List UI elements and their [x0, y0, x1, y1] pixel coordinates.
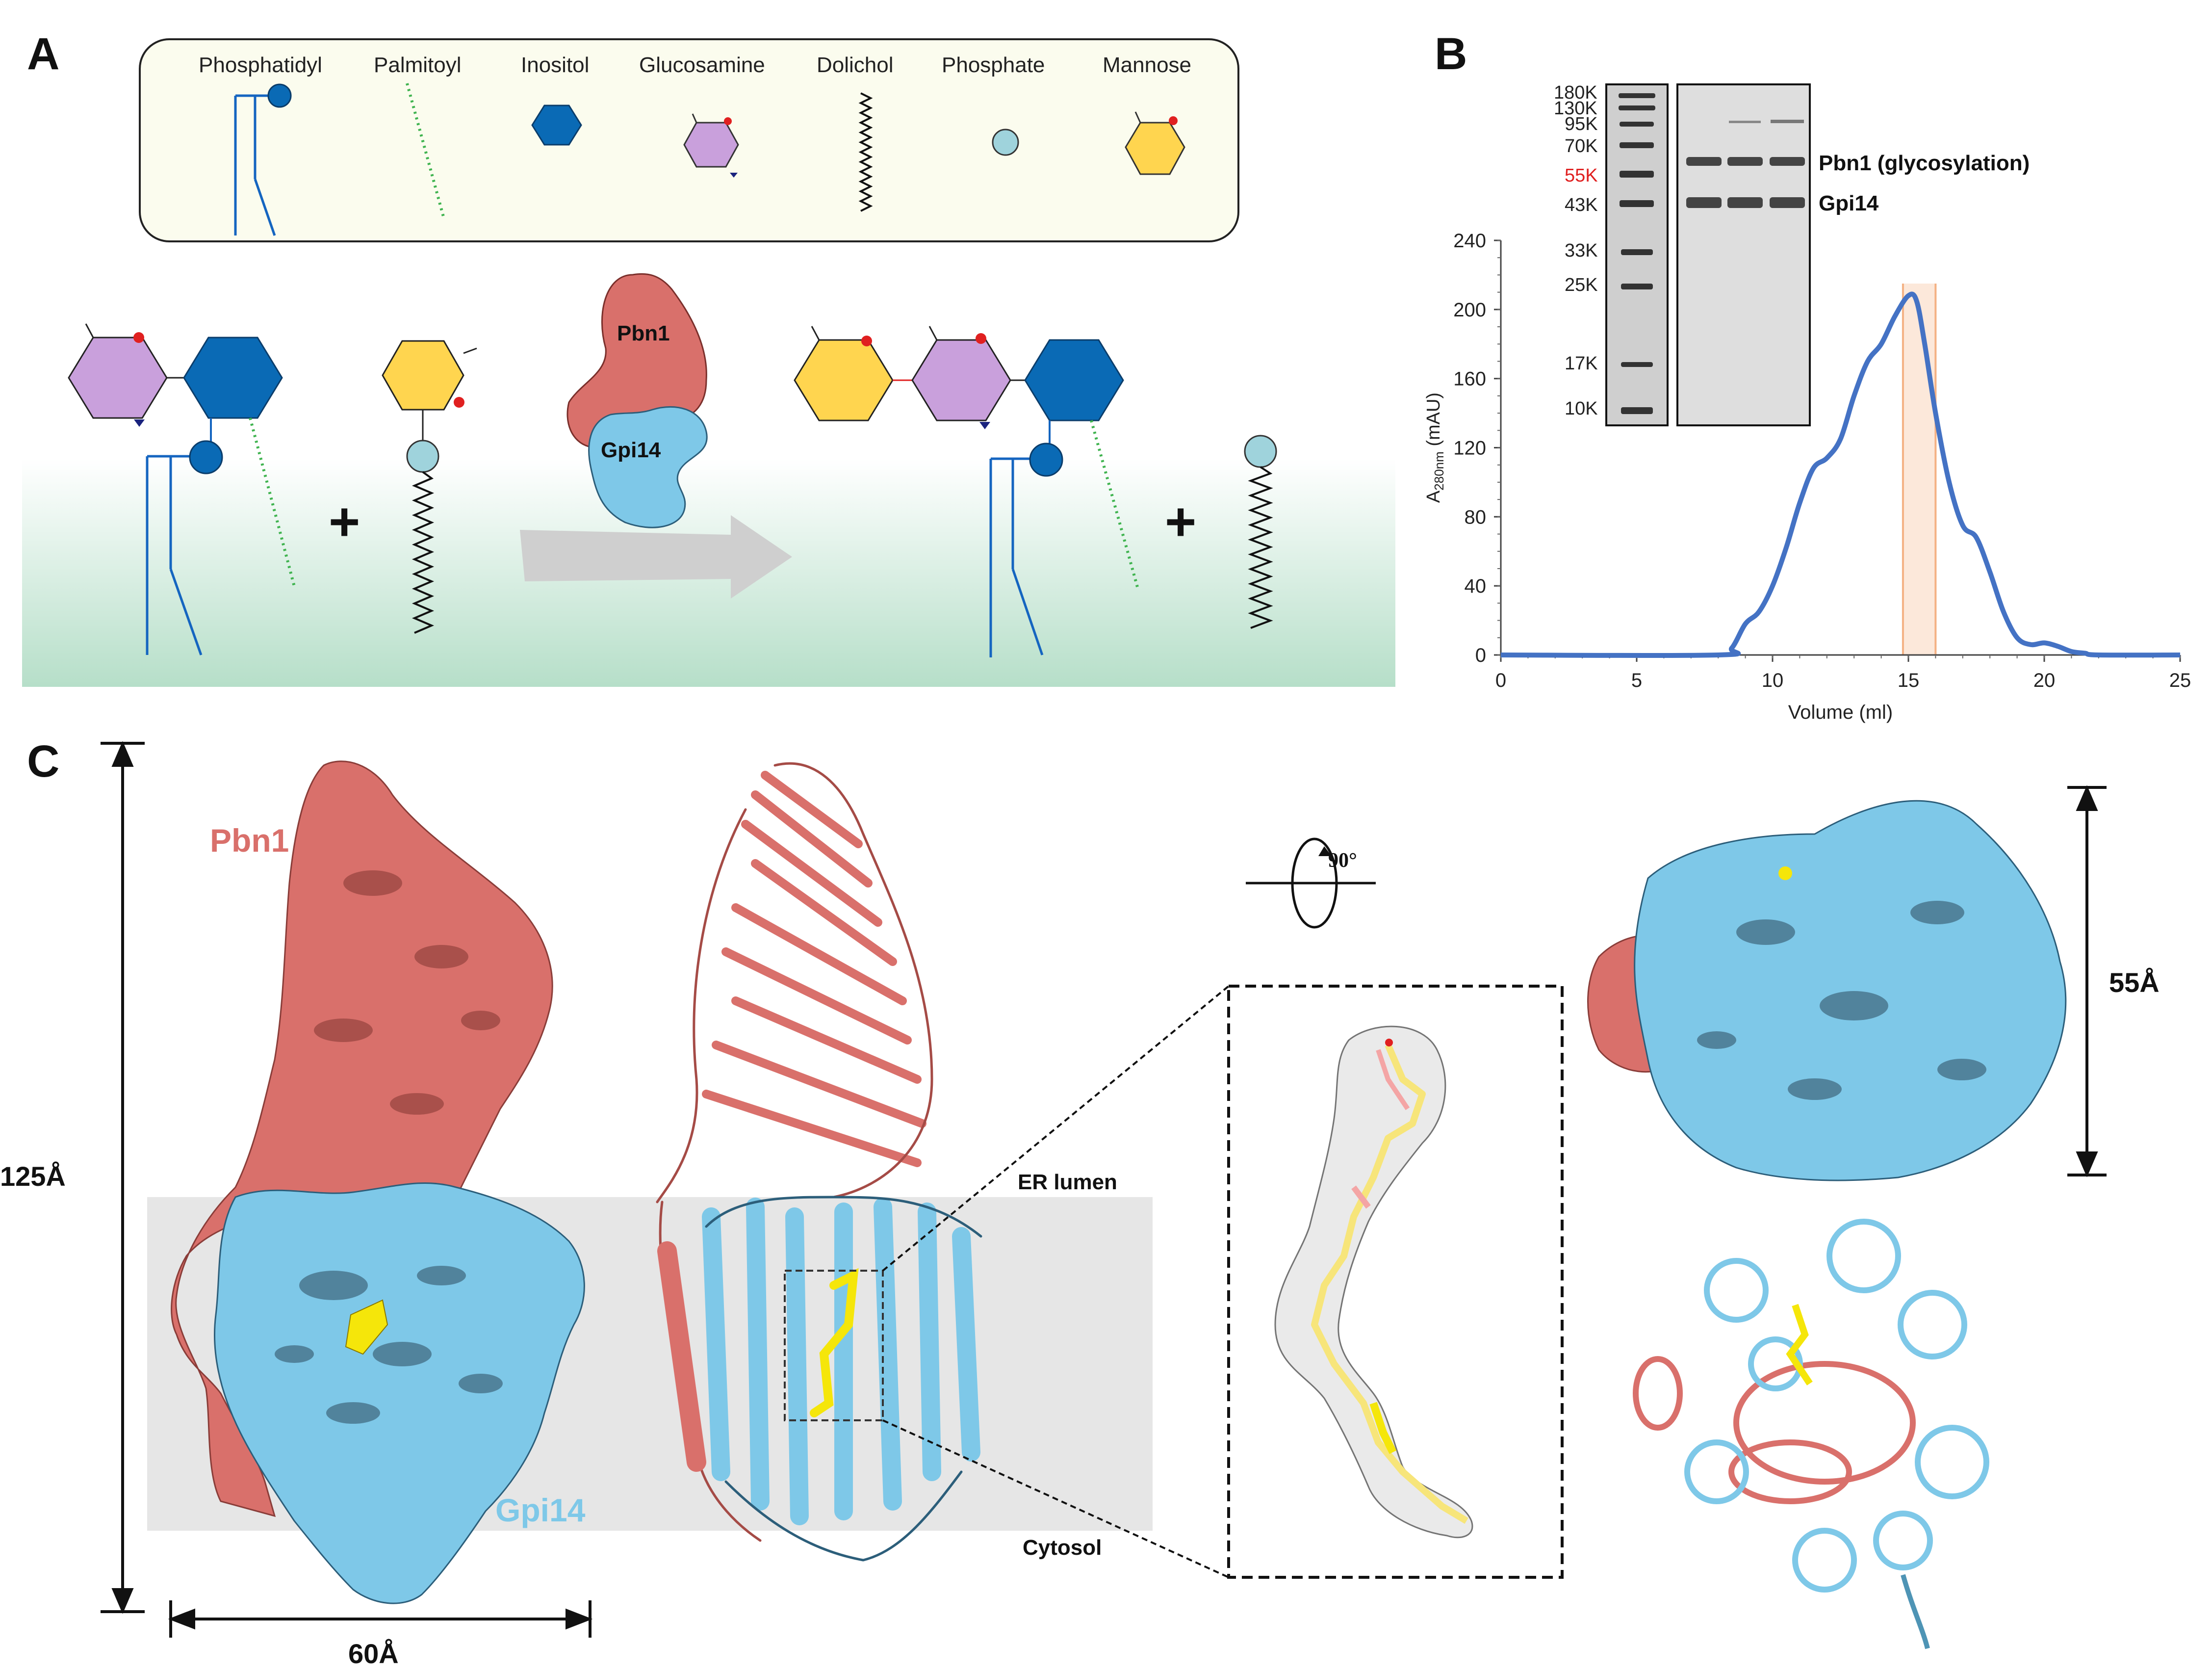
- ribbon-model: [656, 762, 982, 1562]
- rotation-icon: [1246, 837, 1376, 929]
- plus-sign-left: +: [329, 492, 360, 552]
- gel-marker-95k: 95K: [1565, 114, 1598, 134]
- dol-p-product: [1244, 435, 1277, 629]
- dimension-label-width: 60Å: [348, 1638, 399, 1669]
- gel-marker-130k: 130K: [1554, 98, 1597, 119]
- band-label-gpi14: Gpi14: [1819, 191, 1879, 215]
- legend-label-phosphate: Phosphate: [942, 53, 1045, 77]
- x-axis-label: Volume (ml): [1788, 702, 1893, 723]
- y-axis-label: A280nm (mAU): [1423, 392, 1446, 503]
- y-label-main: A: [1423, 490, 1444, 503]
- gel-marker-180k: 180K: [1554, 82, 1597, 103]
- gel-marker-43k: 43K: [1565, 195, 1598, 215]
- plus-sign-right: +: [1165, 492, 1197, 552]
- enzyme-label-gpi14: Gpi14: [601, 438, 661, 462]
- dimension-label-top: 55Å: [2109, 967, 2160, 998]
- legend-label-inositol: Inositol: [521, 53, 590, 77]
- inositol-icon: [531, 104, 582, 146]
- x-tick-label: 20: [2033, 670, 2056, 691]
- gel-marker-17k: 17K: [1565, 353, 1598, 374]
- y-tick-label: 120: [1453, 438, 1486, 459]
- reaction-arrow: [520, 515, 792, 599]
- dol-p-man: [382, 340, 477, 634]
- dimension-label-height: 125Å: [0, 1161, 66, 1192]
- enzyme-label-pbn1: Pbn1: [617, 321, 670, 345]
- rotation-label: 90°: [1328, 849, 1357, 872]
- gel-sample-lanes: [1676, 83, 1811, 426]
- mannose-icon: [1125, 111, 1185, 175]
- cytosol-label: Cytosol: [1023, 1536, 1102, 1560]
- gel-marker-10k: 10K: [1565, 398, 1598, 419]
- y-label-unit: (mAU): [1423, 392, 1444, 451]
- dimension-arrow-width: [168, 1600, 593, 1638]
- product-man-glcn-pi: [794, 326, 1139, 657]
- panel-letter-c: C: [27, 736, 60, 786]
- dimension-arrow-top: [2067, 785, 2107, 1177]
- y-tick-label: 0: [1475, 645, 1486, 666]
- y-tick-label: 240: [1453, 230, 1486, 252]
- x-tick-label: 0: [1495, 670, 1506, 691]
- ligand-density: [1274, 1025, 1473, 1539]
- er-lumen-label: ER lumen: [1018, 1170, 1117, 1194]
- legend-label-palmitoyl: Palmitoyl: [374, 53, 462, 77]
- legend-label-dolichol: Dolichol: [817, 53, 894, 77]
- top-view-density: [1587, 800, 2067, 1181]
- sample-bands: [1686, 120, 1805, 208]
- gel-marker-33k: 33K: [1565, 240, 1598, 261]
- gel-marker-70k: 70K: [1565, 136, 1598, 157]
- y-tick-label: 160: [1453, 368, 1486, 390]
- dolichol-icon: [858, 92, 873, 212]
- x-tick-label: 15: [1898, 670, 1920, 691]
- glucosamine-icon: [683, 113, 739, 178]
- legend-label-mannose: Mannose: [1103, 53, 1192, 77]
- band-label-pbn1: Pbn1 (glycosylation): [1819, 151, 2030, 175]
- fraction-band: [1903, 284, 1936, 655]
- phosphate-icon: [992, 129, 1019, 156]
- panel-letter-b: B: [1435, 29, 1467, 79]
- label-gpi14-density: Gpi14: [495, 1492, 586, 1528]
- legend-label-glucosamine: Glucosamine: [639, 53, 765, 77]
- enzyme-complex: [566, 273, 708, 528]
- dimension-arrow-height: [101, 741, 145, 1614]
- y-label-sub: 280nm: [1432, 451, 1446, 491]
- y-tick-label: 40: [1465, 575, 1487, 597]
- y-tick-label: 200: [1453, 299, 1486, 321]
- gel-marker-25k: 25K: [1565, 275, 1598, 295]
- x-tick-label: 25: [2169, 670, 2191, 691]
- zoom-box-small: [784, 1270, 884, 1421]
- x-tick-label: 10: [1762, 670, 1784, 691]
- x-tick-label: 5: [1631, 670, 1642, 691]
- gel-marker-55k: 55K: [1565, 165, 1598, 186]
- zoom-leader-top: [882, 985, 1230, 1272]
- label-pbn1-density: Pbn1: [210, 822, 289, 859]
- top-view-ribbon: [1633, 1219, 1989, 1649]
- legend-label-phosphatidyl: Phosphatidyl: [199, 53, 322, 77]
- chromatogram-line: [1500, 291, 2181, 658]
- marker-bands: [1619, 93, 1655, 414]
- substrate-glcn-pi: [68, 323, 296, 655]
- y-tick-label: 80: [1465, 506, 1487, 528]
- zoom-leader-bottom: [882, 1419, 1229, 1578]
- density-map: [171, 760, 585, 1604]
- axis-ticks: 0 40 80 120 160 200 240 0 5 10 15 20 25: [1453, 230, 2191, 691]
- panel-letter-a: A: [27, 29, 60, 79]
- phosphatidyl-icon: [234, 83, 292, 236]
